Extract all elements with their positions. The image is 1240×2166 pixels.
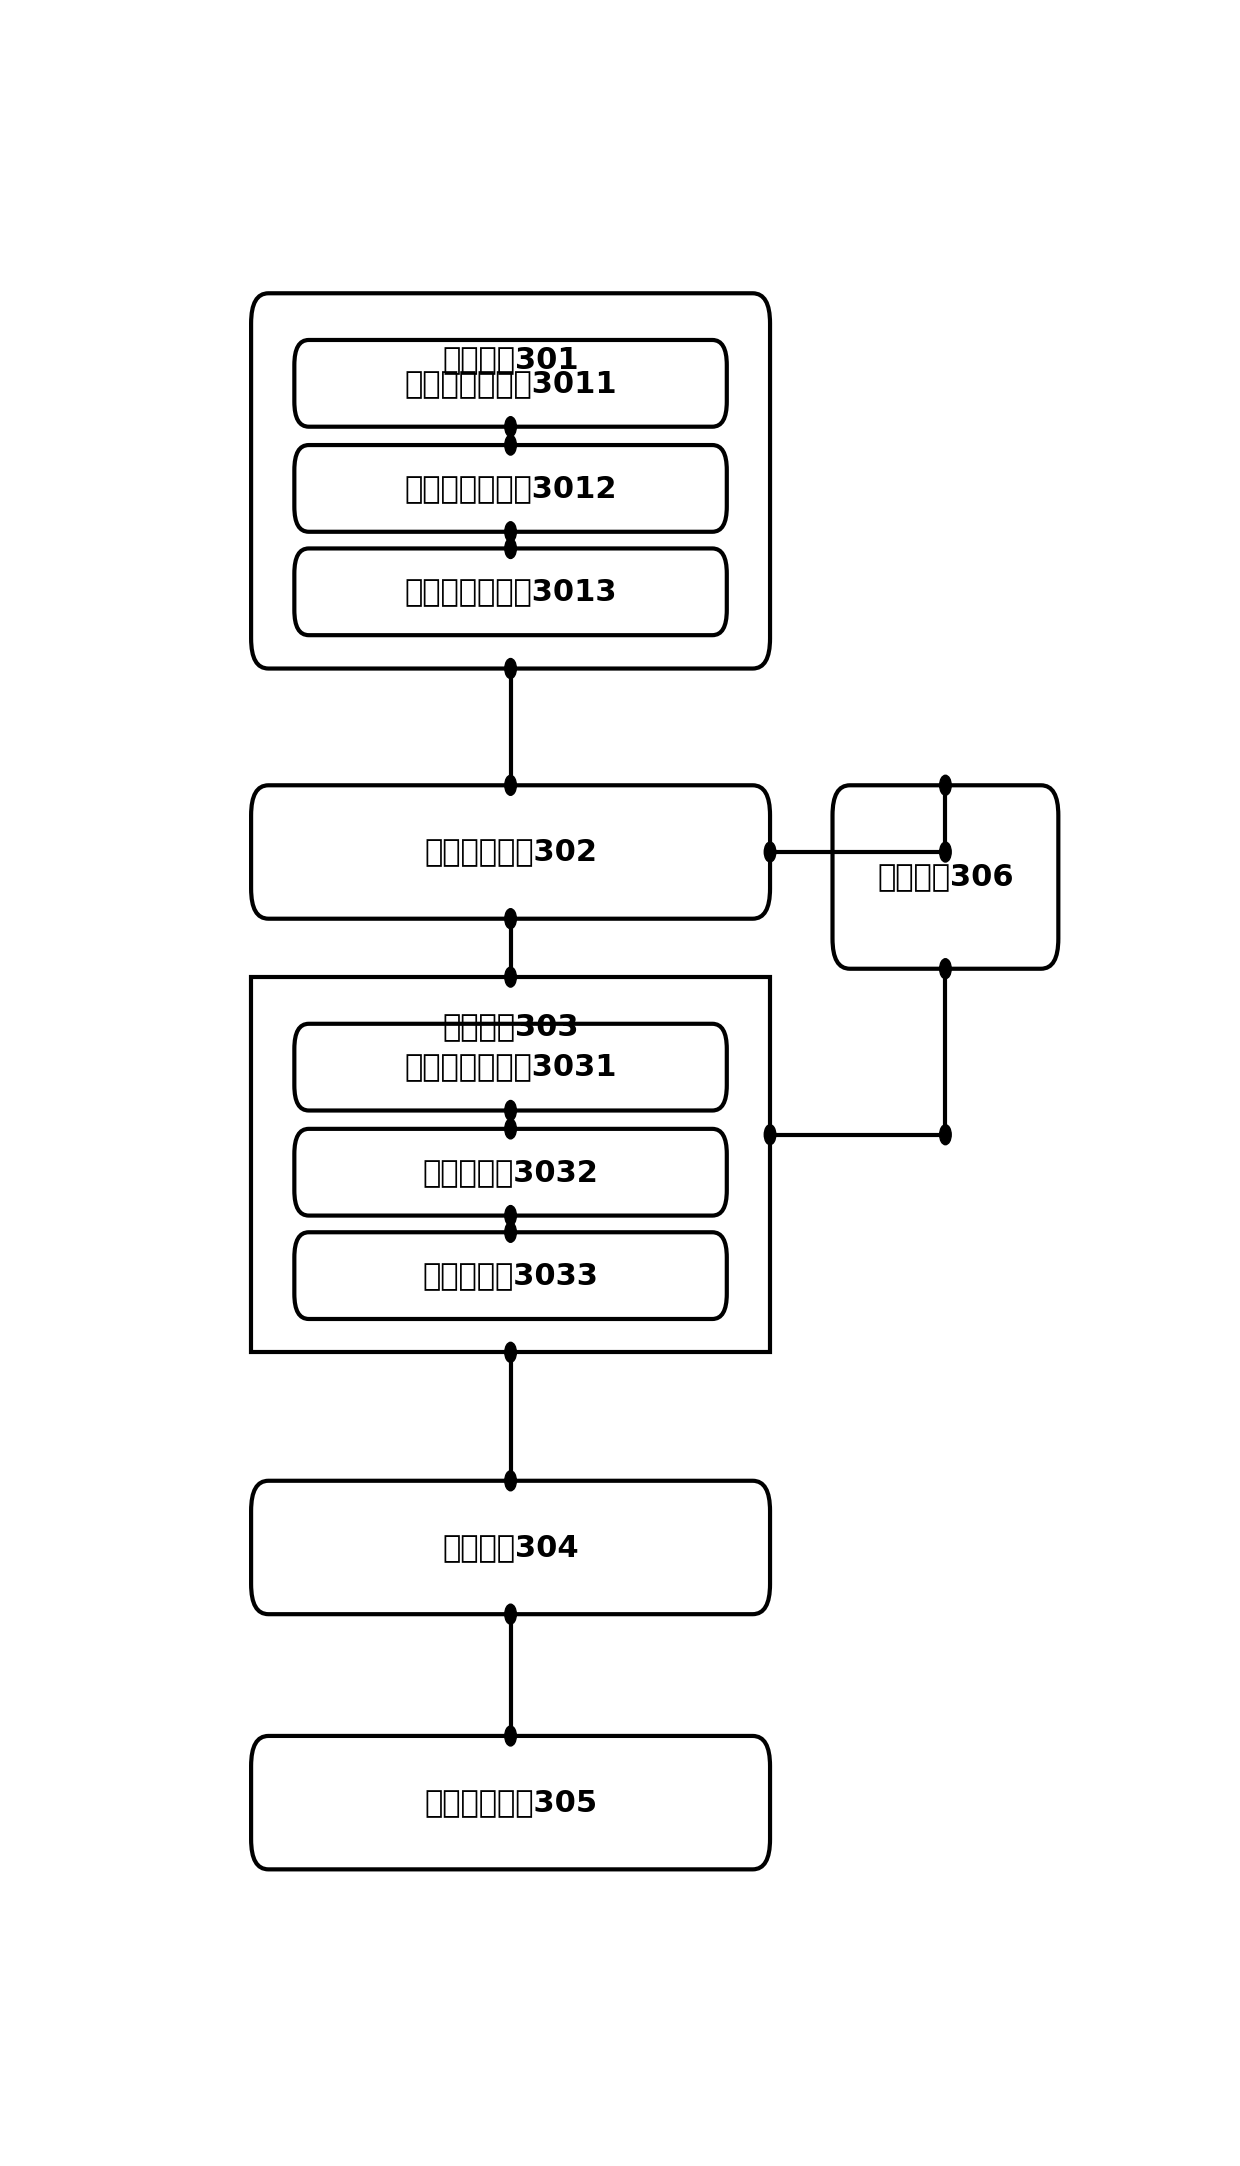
Circle shape <box>505 1726 516 1746</box>
FancyBboxPatch shape <box>294 548 727 635</box>
Bar <box>250 977 770 1352</box>
FancyBboxPatch shape <box>294 1128 727 1215</box>
FancyBboxPatch shape <box>250 1482 770 1614</box>
Circle shape <box>505 910 516 929</box>
FancyBboxPatch shape <box>294 1025 727 1111</box>
Circle shape <box>505 1343 516 1362</box>
Text: 求解模块304: 求解模块304 <box>443 1534 579 1562</box>
Circle shape <box>940 775 951 795</box>
FancyBboxPatch shape <box>250 1735 770 1869</box>
Circle shape <box>940 843 951 862</box>
Circle shape <box>505 416 516 438</box>
FancyBboxPatch shape <box>250 786 770 918</box>
FancyBboxPatch shape <box>294 340 727 427</box>
Circle shape <box>505 966 516 988</box>
Text: 第三获取子模块3013: 第三获取子模块3013 <box>404 578 616 606</box>
Circle shape <box>505 1206 516 1226</box>
FancyBboxPatch shape <box>294 1232 727 1319</box>
Circle shape <box>940 960 951 979</box>
Circle shape <box>505 1100 516 1120</box>
FancyBboxPatch shape <box>294 444 727 533</box>
Text: 第二获取子模块3012: 第二获取子模块3012 <box>404 474 616 503</box>
FancyBboxPatch shape <box>832 786 1058 968</box>
Text: 第四获取子模块3031: 第四获取子模块3031 <box>404 1053 616 1081</box>
Circle shape <box>764 1124 776 1144</box>
Text: 获取模块301: 获取模块301 <box>443 347 579 375</box>
Text: 第二计算模块305: 第二计算模块305 <box>424 1789 598 1817</box>
Circle shape <box>505 539 516 559</box>
Text: 变换模块306: 变换模块306 <box>877 862 1014 892</box>
Text: 第一获取子模块3011: 第一获取子模块3011 <box>404 368 616 399</box>
Circle shape <box>505 1605 516 1624</box>
Circle shape <box>505 435 516 455</box>
Circle shape <box>764 843 776 862</box>
Circle shape <box>505 1120 516 1139</box>
Circle shape <box>505 522 516 542</box>
Circle shape <box>505 658 516 678</box>
Circle shape <box>505 1222 516 1243</box>
Text: 建模子模块3033: 建模子模块3033 <box>423 1261 599 1291</box>
Text: 分析子模块3032: 分析子模块3032 <box>423 1157 599 1187</box>
Circle shape <box>505 1471 516 1490</box>
Circle shape <box>505 775 516 795</box>
FancyBboxPatch shape <box>250 292 770 669</box>
Text: 第一计算模块302: 第一计算模块302 <box>424 838 598 866</box>
Text: 建模模块303: 建模模块303 <box>443 1014 579 1042</box>
Circle shape <box>940 1124 951 1144</box>
